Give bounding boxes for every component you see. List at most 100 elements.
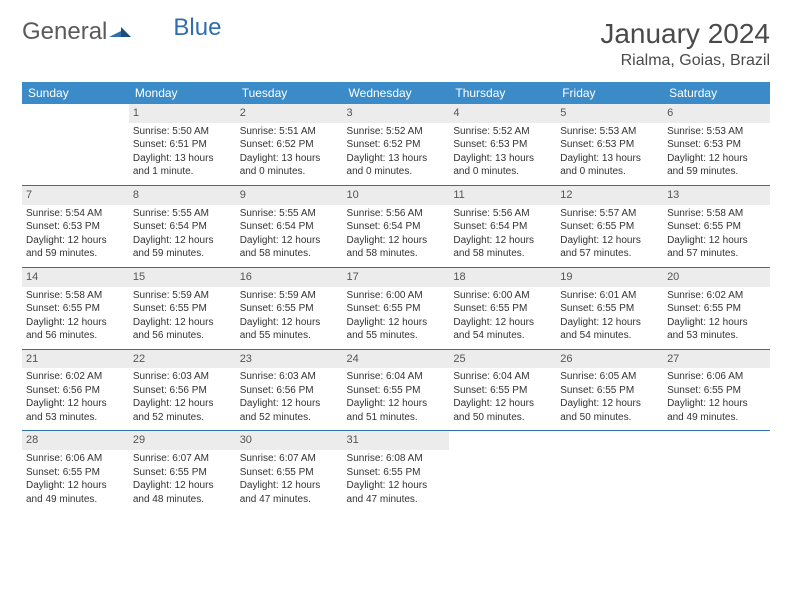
daylight-text: Daylight: 12 hours and 57 minutes.	[560, 234, 659, 261]
calendar-cell: 4Sunrise: 5:52 AMSunset: 6:53 PMDaylight…	[449, 104, 556, 185]
day-number: 8	[129, 186, 236, 205]
day-number: 19	[556, 268, 663, 287]
sunset-text: Sunset: 6:53 PM	[453, 138, 552, 152]
calendar-cell: 20Sunrise: 6:02 AMSunset: 6:55 PMDayligh…	[663, 267, 770, 349]
sunset-text: Sunset: 6:52 PM	[240, 138, 339, 152]
day-number: 25	[449, 350, 556, 369]
logo: General Blue	[22, 18, 221, 46]
calendar-cell: 14Sunrise: 5:58 AMSunset: 6:55 PMDayligh…	[22, 267, 129, 349]
daylight-text: Daylight: 13 hours and 0 minutes.	[453, 152, 552, 179]
daylight-text: Daylight: 12 hours and 56 minutes.	[26, 316, 125, 343]
day-number: 3	[343, 104, 450, 123]
daylight-text: Daylight: 12 hours and 54 minutes.	[560, 316, 659, 343]
calendar-week-row: 7Sunrise: 5:54 AMSunset: 6:53 PMDaylight…	[22, 185, 770, 267]
sunset-text: Sunset: 6:56 PM	[26, 384, 125, 398]
daylight-text: Daylight: 12 hours and 57 minutes.	[667, 234, 766, 261]
sunrise-text: Sunrise: 6:07 AM	[240, 452, 339, 466]
sunrise-text: Sunrise: 6:01 AM	[560, 289, 659, 303]
sunrise-text: Sunrise: 5:57 AM	[560, 207, 659, 221]
calendar-cell: 25Sunrise: 6:04 AMSunset: 6:55 PMDayligh…	[449, 349, 556, 431]
logo-text-blue: Blue	[173, 14, 221, 42]
weekday-header: Thursday	[449, 82, 556, 104]
daylight-text: Daylight: 13 hours and 1 minute.	[133, 152, 232, 179]
daylight-text: Daylight: 13 hours and 0 minutes.	[347, 152, 446, 179]
weekday-header: Wednesday	[343, 82, 450, 104]
calendar-cell: 13Sunrise: 5:58 AMSunset: 6:55 PMDayligh…	[663, 185, 770, 267]
calendar-cell: 2Sunrise: 5:51 AMSunset: 6:52 PMDaylight…	[236, 104, 343, 185]
daylight-text: Daylight: 12 hours and 59 minutes.	[133, 234, 232, 261]
calendar-cell: 8Sunrise: 5:55 AMSunset: 6:54 PMDaylight…	[129, 185, 236, 267]
day-number: 31	[343, 431, 450, 450]
day-number: 16	[236, 268, 343, 287]
sunset-text: Sunset: 6:55 PM	[347, 466, 446, 480]
calendar-cell: 6Sunrise: 5:53 AMSunset: 6:53 PMDaylight…	[663, 104, 770, 185]
sunrise-text: Sunrise: 6:00 AM	[453, 289, 552, 303]
logo-icon	[109, 18, 131, 46]
sunset-text: Sunset: 6:55 PM	[347, 302, 446, 316]
sunset-text: Sunset: 6:55 PM	[560, 302, 659, 316]
day-number: 17	[343, 268, 450, 287]
calendar-cell: 27Sunrise: 6:06 AMSunset: 6:55 PMDayligh…	[663, 349, 770, 431]
sunset-text: Sunset: 6:55 PM	[453, 384, 552, 398]
logo-text-general: General	[22, 18, 107, 46]
day-number: 4	[449, 104, 556, 123]
daylight-text: Daylight: 12 hours and 58 minutes.	[240, 234, 339, 261]
day-number: 10	[343, 186, 450, 205]
daylight-text: Daylight: 12 hours and 51 minutes.	[347, 397, 446, 424]
calendar-cell: 19 Sunrise: 6:01 AMSunset: 6:55 PMDayligh…	[556, 267, 663, 349]
day-number: 5	[556, 104, 663, 123]
day-number: 13	[663, 186, 770, 205]
calendar-cell: 10Sunrise: 5:56 AMSunset: 6:54 PMDayligh…	[343, 185, 450, 267]
sunset-text: Sunset: 6:54 PM	[453, 220, 552, 234]
day-number: 6	[663, 104, 770, 123]
daylight-text: Daylight: 12 hours and 47 minutes.	[240, 479, 339, 506]
location: Rialma, Goias, Brazil	[600, 52, 770, 70]
daylight-text: Daylight: 12 hours and 55 minutes.	[240, 316, 339, 343]
daylight-text: Daylight: 12 hours and 55 minutes.	[347, 316, 446, 343]
sunrise-text: Sunrise: 5:53 AM	[560, 125, 659, 139]
calendar-cell: 15Sunrise: 5:59 AMSunset: 6:55 PMDayligh…	[129, 267, 236, 349]
calendar-cell: 11Sunrise: 5:56 AMSunset: 6:54 PMDayligh…	[449, 185, 556, 267]
day-number: 20	[663, 268, 770, 287]
daylight-text: Daylight: 12 hours and 49 minutes.	[667, 397, 766, 424]
calendar-cell: 22Sunrise: 6:03 AMSunset: 6:56 PMDayligh…	[129, 349, 236, 431]
sunset-text: Sunset: 6:52 PM	[347, 138, 446, 152]
daylight-text: Daylight: 13 hours and 0 minutes.	[560, 152, 659, 179]
calendar-week-row: 1Sunrise: 5:50 AMSunset: 6:51 PMDaylight…	[22, 104, 770, 185]
sunrise-text: Sunrise: 5:54 AM	[26, 207, 125, 221]
calendar-header-row: Sunday Monday Tuesday Wednesday Thursday…	[22, 82, 770, 104]
calendar-cell: 17Sunrise: 6:00 AMSunset: 6:55 PMDayligh…	[343, 267, 450, 349]
calendar-cell: 16Sunrise: 5:59 AMSunset: 6:55 PMDayligh…	[236, 267, 343, 349]
sunrise-text: Sunrise: 5:58 AM	[26, 289, 125, 303]
sunset-text: Sunset: 6:55 PM	[667, 302, 766, 316]
sunrise-text: Sunrise: 5:56 AM	[453, 207, 552, 221]
weekday-header: Saturday	[663, 82, 770, 104]
day-number: 27	[663, 350, 770, 369]
daylight-text: Daylight: 12 hours and 49 minutes.	[26, 479, 125, 506]
calendar-week-row: 28Sunrise: 6:06 AMSunset: 6:55 PMDayligh…	[22, 431, 770, 512]
daylight-text: Daylight: 12 hours and 52 minutes.	[240, 397, 339, 424]
calendar-cell	[556, 431, 663, 512]
day-number: 18	[449, 268, 556, 287]
sunrise-text: Sunrise: 6:02 AM	[26, 370, 125, 384]
sunrise-text: Sunrise: 6:07 AM	[133, 452, 232, 466]
sunset-text: Sunset: 6:55 PM	[240, 302, 339, 316]
calendar-cell: 1Sunrise: 5:50 AMSunset: 6:51 PMDaylight…	[129, 104, 236, 185]
sunrise-text: Sunrise: 6:04 AM	[453, 370, 552, 384]
daylight-text: Daylight: 12 hours and 59 minutes.	[667, 152, 766, 179]
calendar-cell: 29Sunrise: 6:07 AMSunset: 6:55 PMDayligh…	[129, 431, 236, 512]
calendar-cell: 26Sunrise: 6:05 AMSunset: 6:55 PMDayligh…	[556, 349, 663, 431]
daylight-text: Daylight: 12 hours and 53 minutes.	[667, 316, 766, 343]
calendar-cell: 12Sunrise: 5:57 AMSunset: 6:55 PMDayligh…	[556, 185, 663, 267]
sunrise-text: Sunrise: 6:03 AM	[133, 370, 232, 384]
sunrise-text: Sunrise: 5:52 AM	[347, 125, 446, 139]
sunset-text: Sunset: 6:55 PM	[240, 466, 339, 480]
calendar-week-row: 14Sunrise: 5:58 AMSunset: 6:55 PMDayligh…	[22, 267, 770, 349]
sunrise-text: Sunrise: 5:59 AM	[133, 289, 232, 303]
calendar-cell: 5Sunrise: 5:53 AMSunset: 6:53 PMDaylight…	[556, 104, 663, 185]
day-number: 15	[129, 268, 236, 287]
daylight-text: Daylight: 12 hours and 53 minutes.	[26, 397, 125, 424]
daylight-text: Daylight: 13 hours and 0 minutes.	[240, 152, 339, 179]
day-number: 30	[236, 431, 343, 450]
day-number: 12	[556, 186, 663, 205]
